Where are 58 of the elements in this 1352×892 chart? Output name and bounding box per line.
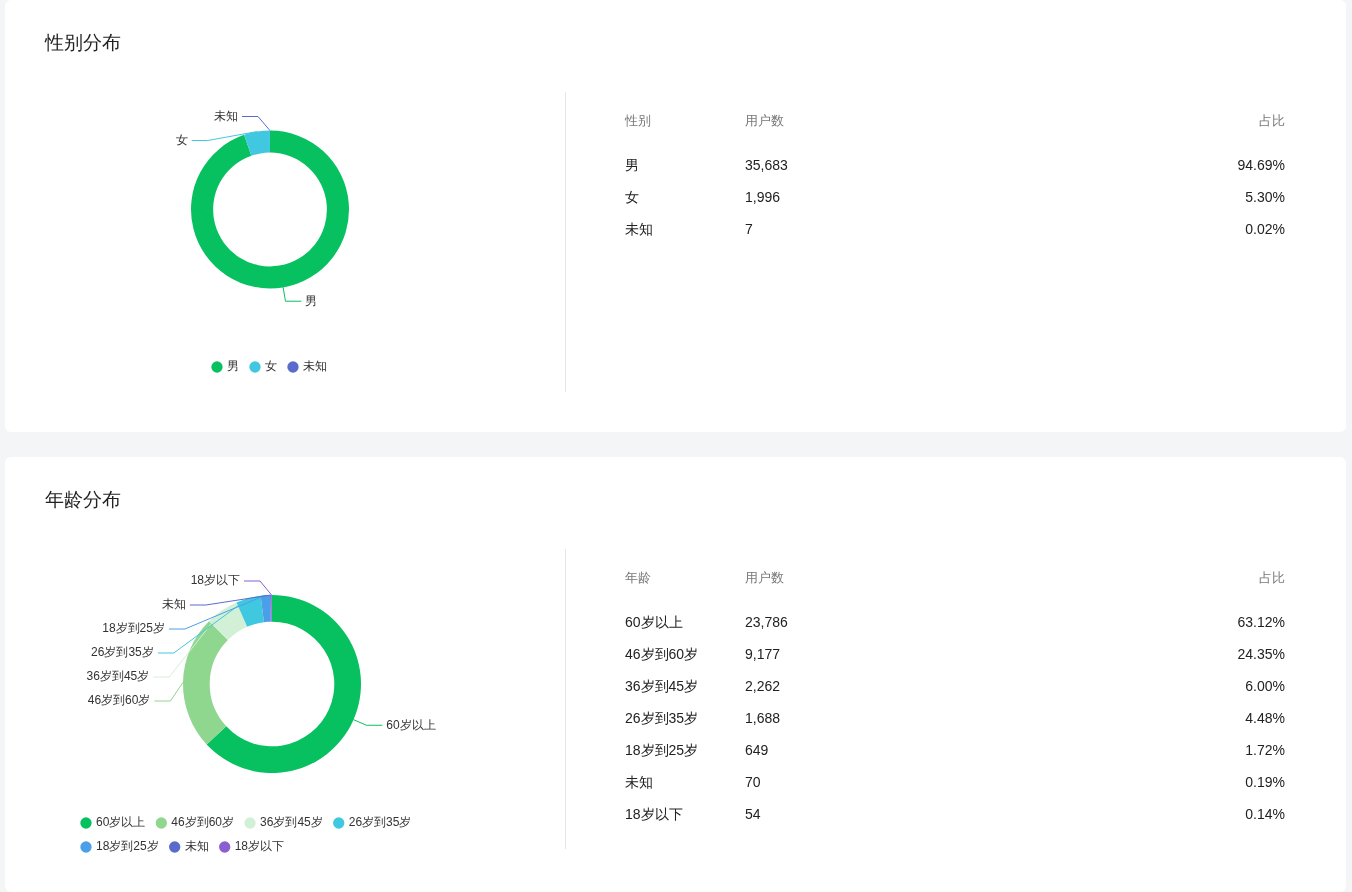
slice-label: 男 [305,293,318,308]
legend-label: 18岁以下 [234,839,285,854]
text: 0.19% [1245,774,1285,790]
chart-title: 性别分布 [45,31,121,55]
text: 1,996 [745,189,781,205]
legend-label: 46岁到60岁 [171,815,235,830]
text: 年龄 [625,569,651,587]
slice-label: 46岁到60岁 [87,693,151,708]
text: 占比 [1259,569,1285,587]
legend-label: 男 [227,359,239,374]
slice-label: 26岁到35岁 [91,645,154,660]
text: 24.35% [1237,646,1285,662]
slice-label: 60岁以上 [386,717,436,732]
text: 26岁到35岁 [625,710,699,728]
text: 男 [625,157,639,175]
slice-label: 未知 [214,108,238,123]
legend-label: 36岁到45岁 [260,815,323,830]
chart-title: 年龄分布 [45,488,121,512]
legend-label: 60岁以上 [96,815,146,830]
text: 用户数 [745,112,784,130]
slice-label: 女 [175,132,188,147]
text: 女 [625,189,639,207]
text: 649 [745,742,769,758]
slice-label: 18岁到25岁 [102,621,165,636]
legend-label: 26岁到35岁 [348,815,412,830]
text: 性别 [625,112,651,130]
text: 46岁到60岁 [625,646,699,664]
text: 未知 [625,221,653,239]
text: 94.69% [1237,157,1285,173]
text: 6.00% [1245,678,1285,694]
text: 54 [745,806,761,822]
text: 18岁以下 [625,806,683,824]
text: 36岁到45岁 [625,678,699,696]
text: 63.12% [1237,614,1285,630]
slice-label: 36岁到45岁 [86,669,150,684]
text: 9,177 [745,646,781,662]
text: 35,683 [745,157,788,173]
text: 1.72% [1245,742,1285,758]
text: 5.30% [1245,189,1285,205]
text: 23,786 [745,614,788,630]
legend-label: 女 [265,359,277,374]
text: 4.48% [1245,710,1285,726]
text: 2,262 [745,678,781,694]
legend-label: 未知 [184,839,209,854]
slice-label: 未知 [161,597,186,612]
text: 60岁以上 [625,614,683,632]
text: 1,688 [745,710,781,726]
text: 7 [745,221,753,237]
text: 用户数 [745,569,784,587]
legend-label: 18岁到25岁 [96,839,159,854]
text: 0.02% [1245,221,1285,237]
text: 70 [745,774,761,790]
text: 占比 [1259,112,1285,130]
text: 未知 [625,774,653,792]
slice-label: 18岁以下 [190,573,240,588]
text: 18岁到25岁 [625,742,699,760]
text: 0.14% [1245,806,1285,822]
legend-label: 未知 [303,359,327,374]
